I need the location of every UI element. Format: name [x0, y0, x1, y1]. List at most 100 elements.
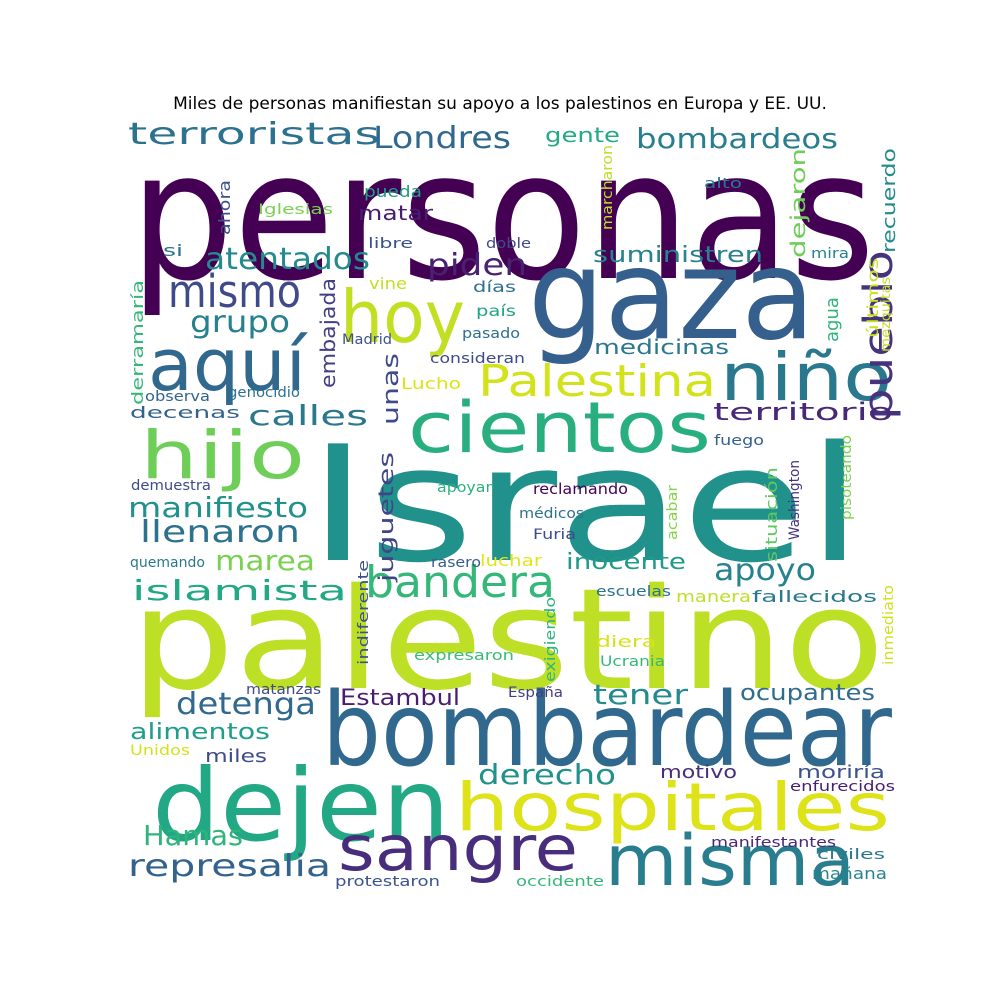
word-medicinas: medicinas [594, 335, 729, 359]
word-apoyo: apoyo [714, 553, 816, 588]
word-exigiendo: exigiendo [543, 597, 559, 682]
word-luchar: luchar [480, 551, 543, 570]
word-motivo: motivo [660, 762, 737, 783]
word-territorio: territorio [713, 398, 893, 426]
word-iglesias: Iglesias [258, 202, 333, 218]
word-marcharon: marcharon [600, 145, 616, 230]
word-situación: situación [762, 467, 781, 562]
word-derramaría: derramaría [128, 280, 147, 405]
word-observa: observa [145, 389, 210, 405]
word-represalia: represalia [128, 849, 331, 884]
word-derecho: derecho [478, 758, 616, 791]
word-unas: unas [379, 353, 404, 425]
word-moriría: moriría [797, 762, 885, 783]
word-llenaron: llenaron [140, 515, 300, 550]
word-lucho: Lucho [401, 374, 461, 393]
word-matar: matar [358, 201, 434, 225]
word-vine: vine [369, 274, 407, 293]
word-gaza: gaza [528, 223, 815, 368]
word-dejen: dejen [152, 747, 450, 864]
word-piden: piden [427, 248, 527, 283]
word-calles: calles [248, 399, 368, 432]
word-washington: Washington [787, 460, 803, 540]
word-occidente: occidente [516, 874, 604, 890]
word-pueblo: pueblo [856, 250, 902, 420]
word-miles: miles [205, 746, 267, 767]
word-civiles: civiles [817, 847, 885, 863]
word-país: país [476, 302, 516, 320]
word-expresaron: expresaron [414, 648, 514, 664]
word-marea: marea [215, 544, 315, 577]
word-inocente: inocente [566, 550, 686, 575]
word-dejaron: dejaron [786, 148, 810, 258]
word-mañana: mañana [812, 864, 887, 883]
word-aquí: aquí [148, 323, 308, 407]
word-inmediato: inmediato [881, 585, 897, 665]
word-quemando: quemando [130, 555, 205, 571]
word-suministren: suministren [593, 243, 763, 268]
word-libre: libre [368, 236, 413, 252]
word-mezquitas: mezquitas [879, 277, 894, 352]
word-niño: niño [720, 339, 892, 416]
word-pasado: pasado [462, 326, 520, 342]
word-terroristas: terroristas [128, 117, 380, 152]
word-bombardear: bombardear [322, 671, 892, 790]
word-grupo: grupo [190, 305, 290, 340]
word-gente: gente [545, 123, 620, 147]
word-escuelas: escuelas [596, 584, 671, 600]
word-alimentos: alimentos [130, 720, 270, 745]
word-detenga: detenga [176, 687, 316, 722]
word-enfurecidos: enfurecidos [790, 779, 895, 795]
word-matanzas: matanzas [246, 682, 321, 698]
word-acabar: acabar [665, 485, 681, 540]
word-consideran: consideran [430, 351, 525, 367]
word-mira: mira [811, 246, 849, 262]
word-agua: agua [822, 297, 843, 342]
word-islamista: islamista [132, 574, 347, 607]
word-doble: doble [486, 236, 531, 252]
word-alto: alto [704, 176, 742, 192]
word-hijo: hijo [140, 417, 305, 494]
word-cientos: cientos [408, 387, 711, 469]
word-fuego: fuego [714, 433, 764, 449]
word-londres: Londres [373, 121, 511, 156]
word-palestina: Palestina [478, 356, 716, 407]
word-manifestantes: manifestantes [711, 835, 836, 851]
word-juguetes: juguetes [374, 452, 398, 584]
word-ucrania: Ucrania [600, 654, 665, 670]
word-tener: tener [593, 678, 689, 711]
word-hoy: hoy [340, 275, 465, 359]
word-médicos: médicos [519, 506, 584, 522]
word-apoyar: apoyar [437, 480, 492, 496]
word-manifiesto: manifiesto [128, 491, 308, 524]
word-madrid: Madrid [342, 332, 392, 348]
word-últimos: últimos [864, 258, 882, 338]
word-rasero: rasero [431, 555, 481, 571]
word-personas: personas [130, 113, 875, 320]
word-bandera: bandera [365, 557, 555, 608]
word-palestino: palestino [130, 559, 885, 722]
word-reclamando: reclamando [533, 480, 628, 498]
word-fallecidos: fallecidos [752, 587, 877, 606]
word-genocidio: genocidio [228, 385, 300, 401]
word-embajada: embajada [316, 278, 340, 388]
word-indiferente: indiferente [356, 560, 372, 665]
word-bombardeos: bombardeos [636, 122, 838, 155]
word-protestaron: protestaron [335, 874, 440, 890]
word-demuestra: demuestra [131, 478, 211, 494]
word-días: días [473, 278, 516, 296]
word-misma: misma [605, 820, 855, 902]
word-estambul: Estambul [340, 686, 460, 711]
word-diera: diera [596, 632, 656, 651]
word-israel: Israel [308, 411, 863, 598]
word-furia: Furia [533, 527, 576, 543]
word-mismo: mismo [168, 265, 301, 318]
word-pueda: pueda [364, 182, 422, 201]
word-hospitales: hospitales [455, 769, 890, 846]
word-españa: España [508, 685, 563, 701]
word-recuerdo: recuerdo [879, 148, 900, 253]
word-manera: manera [676, 587, 751, 606]
word-ahora: ahora [215, 180, 234, 235]
word-sangre: sangre [338, 812, 578, 885]
